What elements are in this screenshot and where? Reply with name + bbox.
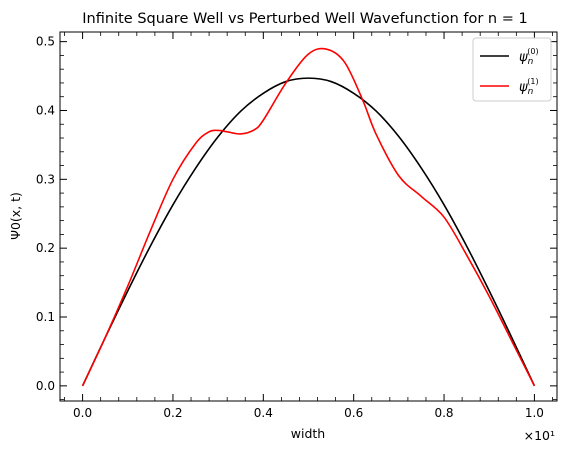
- plot-area: [59, 31, 558, 402]
- series-line-perturbed: [81, 47, 536, 387]
- legend-label: ψn(1): [519, 77, 539, 97]
- x-tick-label: 0.2: [163, 406, 182, 420]
- y-tick-label: 0.1: [36, 310, 55, 324]
- x-tick-label: 0.0: [73, 406, 92, 420]
- y-axis-label: Ψ0(x, t): [8, 192, 23, 240]
- x-axis: 0.0 0.2 0.4 0.6 0.8 1.0: [64, 32, 553, 420]
- x-axis-label: width: [291, 426, 325, 441]
- plot-frame: [59, 31, 558, 402]
- x-axis-offset-label: ×10¹: [524, 428, 555, 443]
- legend-box: [472, 37, 552, 102]
- y-tick-label: 0.5: [36, 35, 55, 49]
- legend-label: ψn(0): [519, 47, 539, 67]
- legend: ψn(0) ψn(1): [472, 37, 552, 102]
- chart-title: Infinite Square Well vs Perturbed Well W…: [82, 11, 527, 27]
- x-tick-label: 0.6: [344, 406, 363, 420]
- y-tick-label: 0.0: [36, 379, 55, 393]
- x-tick-label: 0.4: [254, 406, 273, 420]
- y-tick-label: 0.3: [36, 172, 55, 186]
- y-axis: 0.0 0.1 0.2 0.3 0.4 0.5: [36, 35, 557, 401]
- y-tick-label: 0.4: [36, 103, 55, 117]
- y-tick-label: 0.2: [36, 241, 55, 255]
- x-tick-label: 0.8: [434, 406, 453, 420]
- series-line-unperturbed: [81, 77, 536, 387]
- x-tick-label: 1.0: [525, 406, 544, 420]
